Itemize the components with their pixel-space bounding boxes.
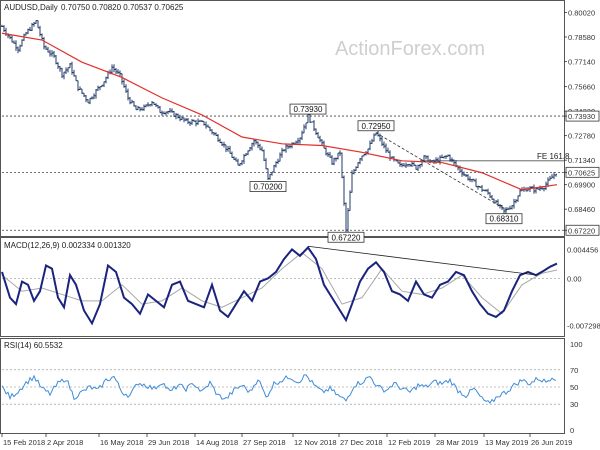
rsi-layer bbox=[1, 369, 562, 405]
macd-panel-frame bbox=[0, 237, 565, 337]
x-tick-label: 27 Sep 2018 bbox=[243, 438, 286, 447]
price-label-text: 0.68310 bbox=[490, 215, 519, 224]
price-trend-line bbox=[375, 132, 508, 211]
price-layer: FE 161.8 0.73930 0.72950 0.70200 0.68310 0.67… bbox=[1, 20, 570, 243]
macd-trend-line bbox=[307, 245, 538, 276]
price-title: AUDUSD,Daily bbox=[4, 3, 58, 12]
rsi-tick-label: 50 bbox=[570, 383, 578, 392]
x-tick-label: 28 Mar 2019 bbox=[436, 438, 478, 447]
price-label-text: 0.73930 bbox=[294, 105, 323, 114]
price-label-text: 0.72950 bbox=[362, 122, 391, 131]
price-tick-label: 0.71340 bbox=[568, 156, 595, 165]
axis-layer: 0.800200.785800.771400.756600.742200.739… bbox=[1, 8, 600, 447]
price-tick-label: 0.78580 bbox=[568, 33, 595, 42]
macd-line bbox=[1, 245, 558, 326]
ohlc-readout: 0.70750 0.70820 0.70537 0.70625 bbox=[61, 3, 184, 12]
price-tick-label: 0.72780 bbox=[568, 132, 595, 141]
price-label-box bbox=[357, 120, 395, 132]
macd-tick-label: 0.00 bbox=[567, 274, 582, 283]
rsi-panel-frame bbox=[0, 338, 565, 434]
x-tick-label: 15 Feb 2018 bbox=[3, 438, 45, 447]
price-label-text: 0.70200 bbox=[254, 183, 283, 192]
x-tick-label: 16 May 2018 bbox=[100, 438, 143, 447]
macd-tick-label: 0.004456 bbox=[567, 246, 598, 255]
macd-layer bbox=[1, 245, 562, 326]
x-tick-label: 29 Jun 2018 bbox=[148, 438, 189, 447]
x-tick-label: 2 Apr 2018 bbox=[47, 438, 83, 447]
x-tick-label: 14 Aug 2018 bbox=[196, 438, 238, 447]
rsi-title: RSI(14) 60.5532 bbox=[4, 341, 63, 350]
price-panel-frame bbox=[0, 0, 565, 237]
rsi-line bbox=[1, 374, 557, 404]
price-label-box bbox=[327, 231, 365, 243]
x-tick-label: 26 Jun 2019 bbox=[531, 438, 572, 447]
price-label-text: 0.67220 bbox=[332, 233, 361, 242]
price-label-box bbox=[249, 181, 287, 192]
price-tick-label: 0.67220 bbox=[568, 226, 595, 235]
rsi-tick-label: 30 bbox=[570, 400, 578, 409]
x-tick-label: 27 Dec 2018 bbox=[340, 438, 383, 447]
price-tick-label: 0.69900 bbox=[568, 181, 595, 190]
price-label-box bbox=[289, 103, 327, 115]
price-tick-label: 0.77140 bbox=[568, 57, 595, 66]
x-tick-label: 13 May 2019 bbox=[485, 438, 528, 447]
price-tick-label: 0.70625 bbox=[568, 168, 595, 177]
rsi-tick-label: 70 bbox=[570, 366, 578, 375]
price-tick-label: 0.75660 bbox=[568, 83, 595, 92]
fe-label: FE 161.8 bbox=[537, 152, 570, 161]
price-tick-label: 0.73930 bbox=[568, 112, 595, 121]
watermark: ActionForex.com bbox=[335, 38, 485, 60]
price-tick-label: 0.68460 bbox=[568, 205, 595, 214]
rsi-tick-label: 100 bbox=[570, 340, 583, 349]
sma-line bbox=[1, 32, 558, 191]
x-tick-label: 12 Feb 2019 bbox=[388, 438, 430, 447]
x-tick-label: 12 Nov 2018 bbox=[294, 438, 337, 447]
macd-tick-label: -0.007298 bbox=[567, 321, 600, 330]
price-label-box bbox=[485, 213, 523, 225]
price-tick-label: 0.80020 bbox=[568, 8, 595, 17]
rsi-tick-label: 0 bbox=[570, 426, 574, 435]
macd-title: MACD(12,26,9) 0.002334 0.001320 bbox=[4, 241, 131, 250]
